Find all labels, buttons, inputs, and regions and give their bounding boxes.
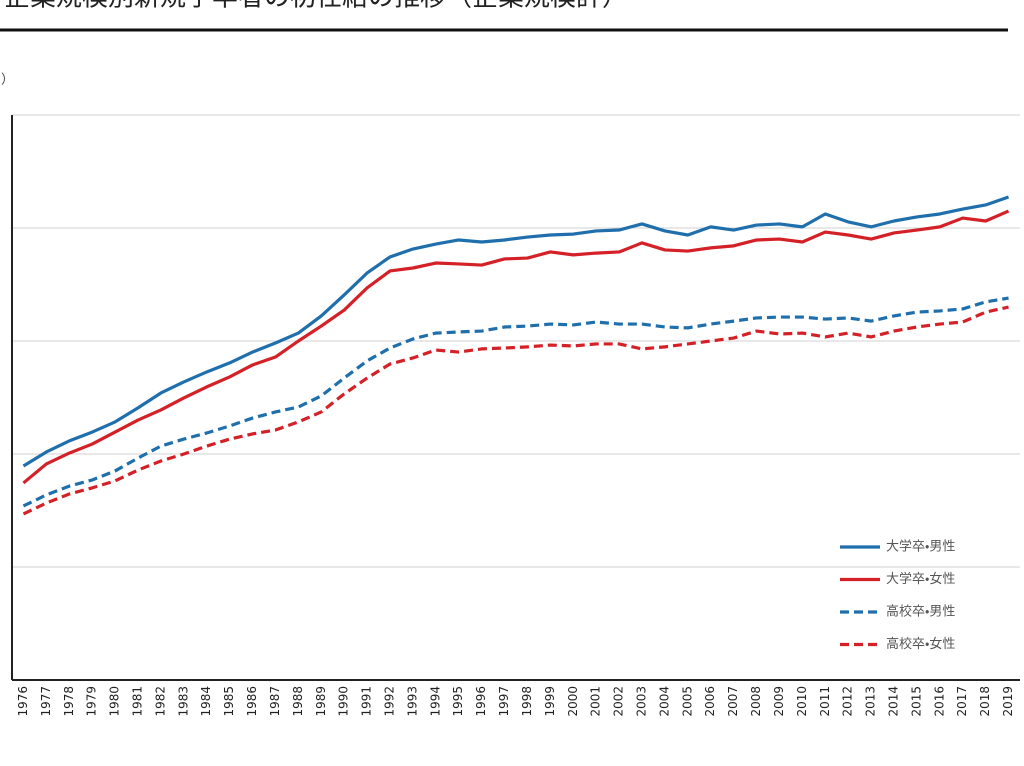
- x-tick-label: 1988: [291, 686, 305, 717]
- x-tick-label: 1983: [176, 686, 190, 717]
- x-tick-label: 1993: [405, 686, 419, 717]
- x-tick-label: 1980: [108, 686, 122, 717]
- y-axis-label: （千円）: [0, 73, 14, 88]
- x-tick-label: 2002: [612, 686, 626, 717]
- x-tick-label: 1990: [337, 686, 351, 717]
- x-tick-label: 2007: [726, 686, 740, 717]
- series-line: [22, 209, 1010, 485]
- x-tick-label: 2018: [978, 686, 992, 717]
- x-tick-label: 1996: [474, 686, 488, 717]
- x-tick-label: 1987: [268, 686, 282, 717]
- x-tick-label: 2012: [841, 686, 855, 717]
- x-tick-label: 2006: [703, 686, 717, 717]
- x-tick-label: 1977: [39, 686, 53, 717]
- x-tick-label: 2017: [955, 686, 969, 717]
- x-tick-label: 1978: [62, 686, 76, 717]
- x-tick-label: 1994: [428, 686, 442, 717]
- x-tick-label: 2010: [795, 686, 809, 717]
- legend-label: 高校卒・女性: [886, 636, 955, 652]
- x-tick-label: 1997: [497, 686, 511, 717]
- x-tick-label: 2003: [635, 686, 649, 717]
- x-tick-label: 1995: [451, 686, 465, 717]
- x-tick-label: 2001: [589, 686, 603, 717]
- x-tick-label: 1989: [314, 686, 328, 717]
- x-tick-label: 1991: [360, 686, 374, 717]
- legend-label: 高校卒・男性: [886, 604, 955, 620]
- x-tick-label: 2013: [864, 686, 878, 717]
- x-tick-label: 2019: [1001, 686, 1015, 717]
- series-line: [22, 296, 1009, 508]
- x-tick-label: 1999: [543, 686, 557, 717]
- x-tick-label: 1992: [383, 686, 397, 717]
- x-tick-label: 1982: [153, 686, 167, 717]
- x-tick-label: 1979: [85, 686, 99, 717]
- x-tick-label: 2011: [818, 686, 832, 717]
- series-line: [22, 305, 1009, 516]
- x-tick-label: 2009: [772, 686, 786, 717]
- x-tick-label: 2005: [680, 686, 694, 717]
- x-tick-label: 1976: [16, 686, 30, 717]
- x-tick-label: 1981: [131, 686, 145, 717]
- x-tick-label: 1985: [222, 686, 236, 717]
- x-tick-label: 2015: [909, 686, 923, 717]
- x-tick-label: 1986: [245, 686, 259, 717]
- legend-label: 大学卒・男性: [886, 539, 955, 555]
- x-tick-label: 1984: [199, 686, 213, 717]
- x-tick-label: 2016: [932, 686, 946, 717]
- legend-label: 大学卒・女性: [886, 571, 955, 587]
- x-tick-label: 2000: [566, 686, 580, 717]
- chart-title: 企業規模別新規学卒者の初任給の推移（企業規模計）: [4, 0, 628, 13]
- x-tick-label: 1998: [520, 686, 534, 717]
- x-tick-label: 2004: [657, 686, 671, 717]
- x-tick-label: 2014: [887, 686, 901, 717]
- series-line: [22, 195, 1010, 468]
- x-tick-label: 2008: [749, 686, 763, 717]
